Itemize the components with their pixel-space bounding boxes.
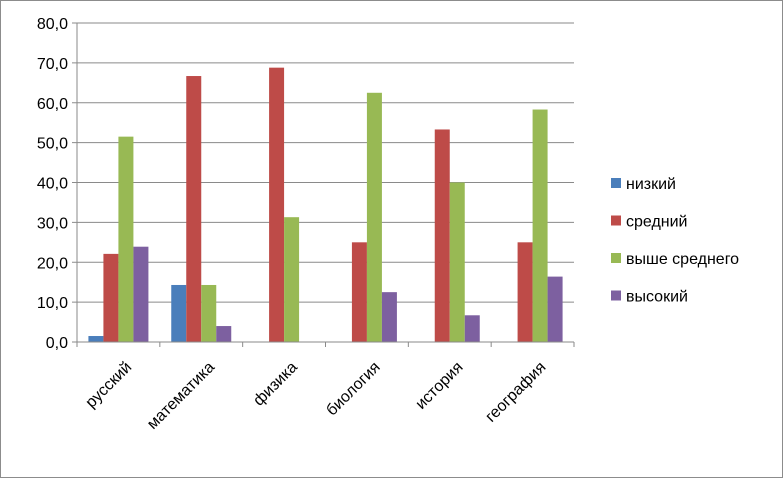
x-tick-label: история — [412, 359, 466, 413]
bars — [88, 67, 563, 342]
legend-swatch — [611, 178, 621, 188]
y-tick-label: 20,0 — [37, 255, 68, 272]
bar — [517, 242, 533, 342]
bar — [201, 284, 217, 342]
x-tick-label: русский — [83, 359, 136, 412]
bar — [449, 182, 465, 342]
x-tick-label: физика — [250, 359, 301, 410]
bar — [88, 336, 104, 342]
legend-label: средний — [626, 214, 688, 231]
x-axis-labels: русский математика физика биология история ге… — [83, 359, 550, 433]
y-tick-label: 70,0 — [37, 56, 68, 73]
bar — [118, 136, 134, 342]
y-tick-label: 80,0 — [37, 16, 68, 33]
bar — [366, 92, 382, 342]
y-tick-label: 30,0 — [37, 215, 68, 232]
bar — [547, 276, 563, 342]
x-tick-label: математика — [144, 359, 218, 433]
bar — [464, 315, 480, 342]
bar — [171, 284, 187, 342]
y-tick-label: 60,0 — [37, 96, 68, 113]
bar — [434, 129, 450, 342]
x-tick-label: география — [482, 359, 549, 426]
legend-label: выше среднего — [626, 251, 739, 268]
y-tick-label: 0,0 — [46, 335, 68, 352]
bar — [216, 326, 232, 342]
bar — [532, 109, 548, 342]
y-tick-label: 40,0 — [37, 176, 68, 193]
bar — [186, 76, 202, 342]
bar — [351, 242, 367, 342]
bar — [284, 217, 300, 342]
legend-swatch — [611, 253, 621, 263]
bar — [133, 246, 149, 342]
y-tick-label: 50,0 — [37, 136, 68, 153]
bar — [381, 292, 397, 342]
axes — [72, 22, 575, 347]
legend: низкий средний выше среднего высокий — [611, 176, 739, 306]
bar — [103, 253, 119, 342]
bar — [269, 67, 285, 342]
legend-swatch — [611, 290, 621, 301]
y-axis-ticks: 0,0 10,0 20,0 30,0 40,0 50,0 60,0 70,0 80,0 — [37, 16, 68, 352]
legend-swatch — [611, 215, 621, 226]
y-tick-label: 10,0 — [37, 295, 68, 312]
legend-label: низкий — [626, 176, 676, 193]
legend-label: высокий — [626, 289, 688, 306]
gridlines — [77, 22, 574, 303]
x-tick-label: биология — [323, 359, 383, 419]
